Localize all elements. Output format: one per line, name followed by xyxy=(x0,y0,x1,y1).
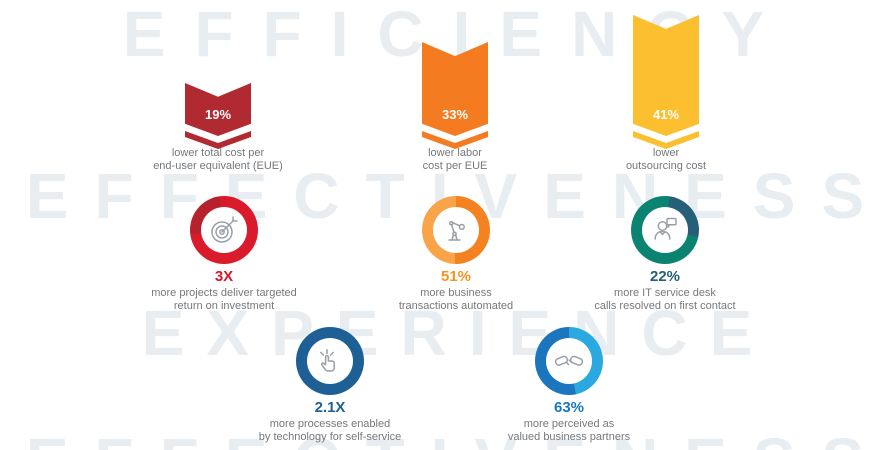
experience-item-business-partners: 63% more perceived as valued business pa… xyxy=(449,327,689,443)
stat-ring xyxy=(422,196,490,264)
stat-label: more perceived as valued business partne… xyxy=(507,418,631,443)
watermark-clipped-row: EFFECTIVENESS xyxy=(18,429,880,450)
stat-label: lower total cost per end-user equivalent… xyxy=(153,147,283,172)
stat-value: 19% xyxy=(204,107,232,122)
ring-center xyxy=(433,207,479,253)
ribbon-banner: 41% xyxy=(633,15,699,136)
stat-value: 2.1X xyxy=(314,399,346,416)
stat-ring xyxy=(190,196,258,264)
robot-arm-icon xyxy=(448,220,465,241)
ring-center xyxy=(307,338,353,384)
effectiveness-item-roi: 3X more projects deliver targeted return… xyxy=(104,196,344,312)
ring-center xyxy=(642,207,688,253)
stat-value: 3X xyxy=(214,268,234,285)
stat-label: more projects deliver targeted return on… xyxy=(151,287,297,312)
tap-click-icon xyxy=(320,349,335,372)
stat-label: more IT service desk calls resolved on f… xyxy=(594,287,736,312)
target-icon xyxy=(211,216,238,243)
ring-center xyxy=(201,207,247,253)
stat-value: 22% xyxy=(649,268,681,285)
stat-label: more processes enabled by technology for… xyxy=(258,418,402,443)
watermark-experience: EXPERIENCE xyxy=(141,297,775,369)
experience-item-self-service: 2.1X more processes enabled by technolog… xyxy=(210,327,450,443)
stat-value: 63% xyxy=(553,399,585,416)
ribbon-banner: 19% xyxy=(185,83,251,136)
effectiveness-item-service-desk: 22% more IT service desk calls resolved … xyxy=(545,196,785,312)
effectiveness-item-automation: 51% more business transactions automated xyxy=(336,196,576,312)
ring-center xyxy=(546,338,592,384)
support-agent-icon xyxy=(654,217,677,240)
stat-value: 41% xyxy=(652,107,680,122)
efficiency-item-eue-cost: 19% lower total cost per end-user equiva… xyxy=(153,83,283,172)
stat-label: lower outsourcing cost xyxy=(625,147,707,172)
efficiency-item-labor-cost: 33% lower labor cost per EUE xyxy=(422,42,488,172)
stat-label: more business transactions automated xyxy=(398,287,514,312)
ribbon-banner: 33% xyxy=(422,42,488,136)
stat-value: 51% xyxy=(440,268,472,285)
efficiency-item-outsourcing-cost: 41% lower outsourcing cost xyxy=(626,15,706,172)
handshake-icon xyxy=(554,355,584,366)
stat-ring xyxy=(296,327,364,395)
stat-ring xyxy=(535,327,603,395)
stat-value: 33% xyxy=(441,107,469,122)
stat-ring xyxy=(631,196,699,264)
stat-label: lower labor cost per EUE xyxy=(422,147,488,172)
